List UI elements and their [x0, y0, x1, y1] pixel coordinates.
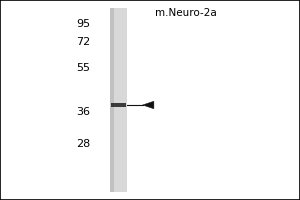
Bar	[110, 8, 114, 192]
Text: 95: 95	[76, 19, 90, 29]
Text: 55: 55	[76, 63, 90, 73]
Text: 72: 72	[76, 37, 90, 47]
Bar	[112, 103, 125, 107]
Text: 28: 28	[76, 139, 90, 149]
Polygon shape	[142, 101, 154, 109]
Text: m.Neuro-2a: m.Neuro-2a	[155, 8, 217, 18]
Text: 36: 36	[76, 107, 90, 117]
Bar	[110, 8, 127, 192]
